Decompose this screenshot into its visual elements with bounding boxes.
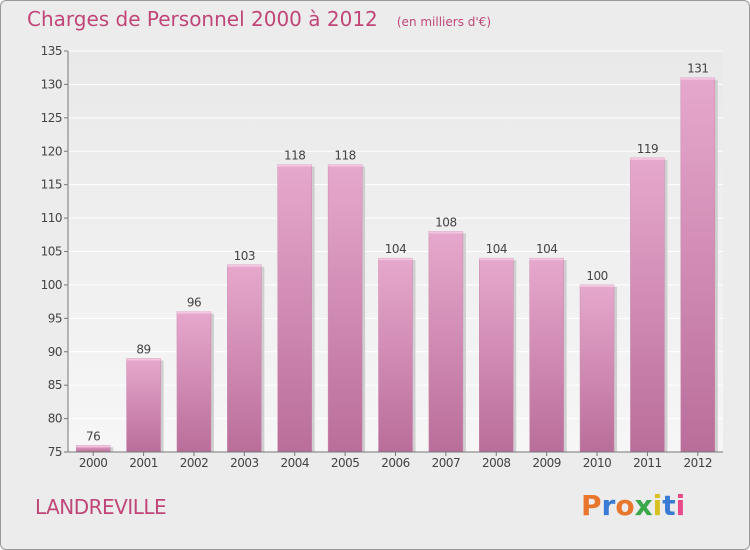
logo-letter: r — [601, 489, 616, 522]
logo-letter: x — [634, 489, 653, 522]
y-tick-label: 80 — [48, 412, 62, 426]
bar-top — [479, 258, 514, 261]
bar-top — [378, 258, 413, 261]
x-tick-label: 2006 — [381, 456, 410, 470]
y-tick-label: 100 — [41, 278, 62, 292]
bar — [227, 264, 262, 453]
chart-title: Charges de Personnel 2000 à 2012 — [27, 7, 378, 31]
x-tick-label: 2011 — [633, 456, 662, 470]
bar — [378, 257, 413, 453]
x-tick-label: 2005 — [331, 456, 360, 470]
proxiti-logo[interactable]: Proxiti — [581, 489, 685, 522]
bar — [680, 77, 716, 453]
y-tick-label: 125 — [41, 111, 62, 125]
data-label: 100 — [586, 269, 607, 283]
bar — [428, 231, 464, 453]
x-tick-label: 2008 — [482, 456, 511, 470]
logo-letter: P — [581, 489, 602, 522]
bar-top — [328, 164, 363, 167]
logo-letter: i — [652, 489, 663, 522]
bar — [327, 164, 363, 453]
x-tick-label: 2004 — [280, 456, 309, 470]
x-tick-label: 2012 — [684, 456, 713, 470]
data-label: 104 — [536, 242, 557, 256]
bar-top — [76, 445, 111, 448]
x-tick-label: 2000 — [79, 456, 108, 470]
x-tick-label: 2009 — [532, 456, 561, 470]
data-label: 119 — [637, 142, 658, 156]
bar — [479, 257, 514, 453]
data-label: 104 — [385, 242, 406, 256]
logo-letter: t — [662, 489, 676, 522]
y-tick-label: 110 — [41, 211, 62, 225]
title-row: Charges de Personnel 2000 à 2012 (en mil… — [27, 7, 491, 31]
data-label: 118 — [334, 149, 355, 163]
data-label: 103 — [234, 249, 255, 263]
y-tick-label: 95 — [48, 311, 62, 325]
y-tick-label: 120 — [41, 144, 62, 158]
bar — [529, 257, 564, 453]
bar-top — [680, 77, 715, 80]
y-tick-label: 115 — [41, 178, 62, 192]
y-tick-label: 130 — [41, 77, 62, 91]
data-label: 89 — [136, 342, 150, 356]
bar-top — [277, 164, 312, 167]
bar-top — [227, 264, 262, 267]
bar-top — [580, 284, 615, 287]
bar — [579, 284, 615, 453]
logo-letter: o — [615, 489, 635, 522]
chart-subtitle: (en milliers d'€) — [396, 15, 491, 29]
bar-top — [126, 358, 161, 361]
bar-top — [529, 258, 564, 261]
x-tick-label: 2007 — [432, 456, 461, 470]
logo-letter: i — [675, 489, 686, 522]
bar — [277, 164, 312, 453]
bar-top — [428, 231, 463, 234]
x-tick-label: 2002 — [180, 456, 209, 470]
y-tick-label: 90 — [48, 345, 62, 359]
data-label: 96 — [187, 296, 201, 310]
data-label: 76 — [86, 429, 100, 443]
x-tick-label: 2010 — [583, 456, 612, 470]
y-tick-label: 75 — [48, 445, 62, 459]
bar — [630, 157, 665, 453]
data-label: 131 — [687, 62, 708, 76]
bar — [126, 358, 161, 453]
town-name: LANDREVILLE — [35, 495, 167, 519]
x-tick-label: 2001 — [129, 456, 158, 470]
bar — [176, 311, 212, 453]
y-tick-label: 135 — [41, 44, 62, 58]
x-tick-label: 2003 — [230, 456, 259, 470]
bar-top — [176, 311, 211, 314]
data-label: 118 — [284, 149, 305, 163]
y-tick-label: 85 — [48, 378, 62, 392]
data-label: 108 — [435, 215, 456, 229]
bar-top — [630, 157, 665, 160]
data-label: 104 — [486, 242, 507, 256]
y-tick-label: 105 — [41, 245, 62, 259]
